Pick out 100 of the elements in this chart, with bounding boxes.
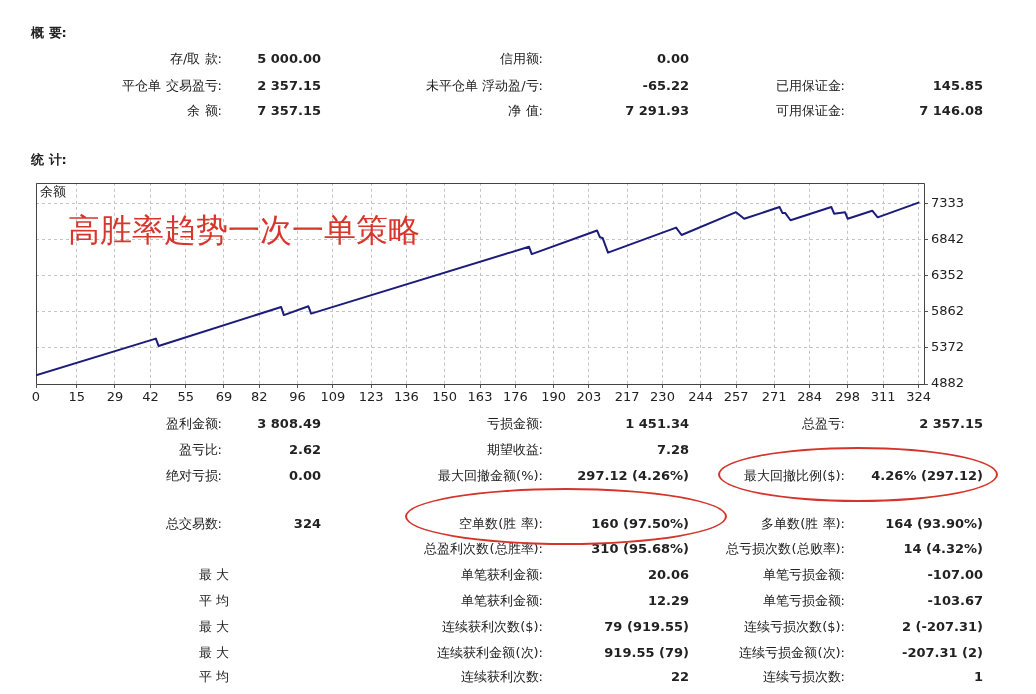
text: 最大回撤比例($): [744,468,845,484]
x-tick-label: 150 [432,389,457,405]
text: 余 额: [187,103,222,119]
x-tick-label: 69 [215,389,233,405]
text: 297.12 (4.26%) [577,468,689,484]
text: 空单数(胜 率): [459,516,543,532]
text: 单笔获利金额: [460,593,543,609]
text: 2 357.15 [257,78,321,94]
y-tick-label: 7333 [931,195,965,211]
text: 平 均 [198,593,230,609]
text: 7 291.93 [625,103,689,119]
text: 7 357.15 [257,103,321,119]
x-tick-label: 15 [68,389,86,405]
text: 存/取 款: [170,51,222,67]
text: 连续亏损次数($): [744,619,845,635]
y-axis-title: 余额 [40,184,66,200]
text: 4.26% (297.12) [871,468,983,484]
text: 1 [973,669,983,685]
text: 22 [670,669,689,685]
text: 单笔获利金额: [460,567,543,583]
text: 12.29 [647,593,689,609]
text: 连续获利次数: [460,669,543,685]
x-tick-label: 203 [576,389,602,405]
text: 单笔亏损金额: [762,593,845,609]
text: 2 (-207.31) [901,619,983,635]
text: 总交易数: [165,516,222,532]
text: 连续获利金额(次): [437,645,543,661]
text: 最大回撤金额(%): [438,468,543,484]
text: 7 146.08 [919,103,983,119]
x-tick-label: 324 [906,389,931,405]
x-tick-label: 244 [688,389,714,405]
text: 20.06 [647,567,689,583]
x-tick-label: 123 [358,389,384,405]
y-tick-label: 5372 [931,339,965,355]
x-tick-label: 311 [870,389,896,405]
text: -107.00 [927,567,983,583]
text: 7.28 [656,442,689,458]
text: 145.85 [932,78,983,94]
text: 14 (4.32%) [903,541,983,557]
text: 最 大 [198,619,230,635]
text: 919.55 (79) [604,645,689,661]
text: 已用保证金: [775,78,845,94]
text: 79 (919.55) [604,619,689,635]
text: 概 要: [31,25,67,41]
y-tick-label: 5862 [931,303,965,319]
x-tick-label: 42 [142,389,159,405]
y-tick-label: 6842 [931,231,965,247]
text: 1 451.34 [625,416,689,432]
text: -65.22 [642,78,689,94]
text: 期望收益: [486,442,543,458]
x-tick-label: 55 [177,389,195,405]
text: 可用保证金: [775,103,845,119]
x-tick-label: 257 [723,389,749,405]
text: -103.67 [927,593,983,609]
x-tick-label: 217 [614,389,640,405]
x-tick-label: 82 [251,389,268,405]
text: 0.00 [288,468,321,484]
x-tick-label: 0 [31,389,41,405]
x-tick-label: 298 [835,389,861,405]
text: 绝对亏损: [165,468,222,484]
text: 平 均 [198,669,230,685]
text: 2 357.15 [919,416,983,432]
text: 总亏损次数(总败率): [726,541,845,557]
text: 2.62 [288,442,321,458]
text: 最 大 [198,567,230,583]
x-tick-label: 163 [467,389,493,405]
y-tick-label: 6352 [931,267,965,283]
text: 0.00 [656,51,689,67]
text: 164 (93.90%) [885,516,983,532]
text: 连续亏损金额(次): [739,645,845,661]
x-tick-label: 230 [650,389,675,405]
text: 324 [293,516,321,532]
annotation: 高胜率趋势一次一单策略 [68,211,420,249]
text: 3 808.49 [257,416,321,432]
text: 未平仓单 浮动盈/亏: [426,78,543,94]
x-tick-label: 29 [106,389,124,405]
text: 5 000.00 [257,51,321,67]
text: 连续获利次数($): [442,619,543,635]
x-tick-label: 271 [761,389,787,405]
text: 160 (97.50%) [591,516,689,532]
x-tick-label: 190 [541,389,566,405]
text: 多单数(胜 率): [761,516,845,532]
text: 盈亏比: [178,442,222,458]
x-tick-label: 176 [503,389,528,405]
text: 总盈亏: [801,416,845,432]
text: 净 值: [508,103,543,119]
text: 310 (95.68%) [591,541,689,557]
x-tick-label: 136 [394,389,419,405]
text: 亏损金额: [486,416,543,432]
text: 平仓单 交易盈亏: [122,78,222,94]
text: 信用额: [499,51,543,67]
text: 单笔亏损金额: [762,567,845,583]
chart-title: 统 计: [31,152,67,168]
text: -207.31 (2) [901,645,983,661]
x-tick-label: 109 [320,389,346,405]
y-tick-label: 4882 [931,375,965,391]
text: 连续亏损次数: [762,669,845,685]
text: 最 大 [198,645,230,661]
x-tick-label: 284 [797,389,823,405]
text: 盈利金额: [165,416,222,432]
